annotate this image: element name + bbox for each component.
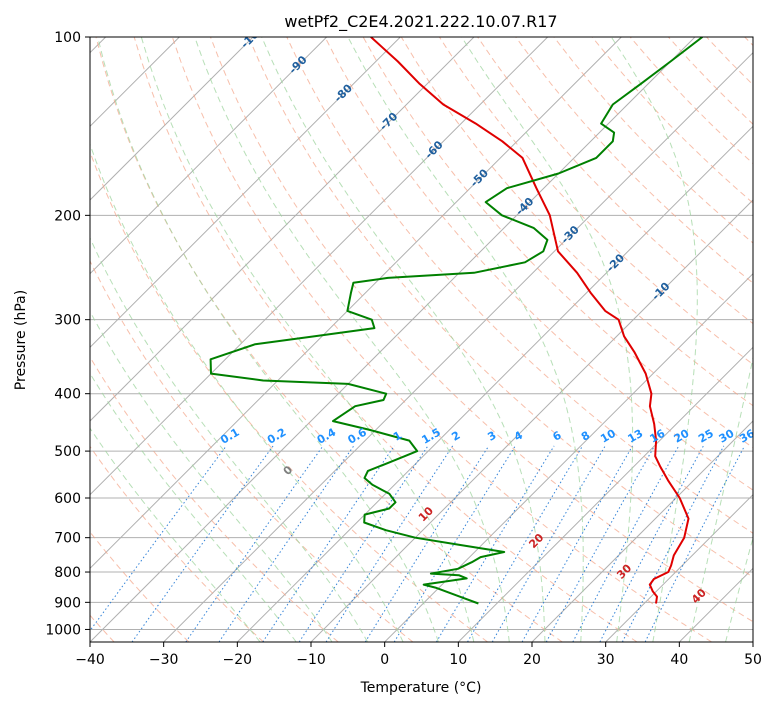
reference-lines: [90, 37, 753, 642]
dry-adiabat-line: [515, 37, 753, 284]
y-tick-label: 200: [54, 208, 81, 224]
dry-adiabat-line: [324, 37, 753, 491]
y-tick-label: 600: [54, 491, 81, 507]
mixing-ratio-line: [298, 445, 429, 642]
y-axis-ticks: 100 200 300 400 500 600 700 800 900 1000: [45, 30, 90, 638]
y-tick-label: 500: [54, 444, 81, 460]
dry-adiabat-line: [90, 259, 414, 642]
moist-adiabat-line: [725, 536, 753, 642]
x-axis-ticks: −40 −30 −20 −10 0 10 20 30 40 50: [75, 642, 762, 668]
isotherm-line: [90, 37, 549, 496]
x-tick-label: 20: [523, 652, 541, 668]
sounding-series: [209, 37, 704, 605]
y-tick-label: 1000: [45, 622, 81, 638]
mixing-ratio-line: [185, 445, 324, 642]
x-tick-label: 40: [670, 652, 688, 668]
dry-adiabat-line: [90, 445, 264, 642]
dewpoint-line: [209, 37, 704, 605]
mixing-ratio-label: 36: [737, 427, 757, 446]
moist-adiabat-line: [688, 355, 753, 642]
grid-lines: [90, 37, 753, 642]
moist-adiabat-line: [97, 37, 439, 642]
dry-adiabat-line: [90, 356, 339, 642]
x-tick-label: −20: [223, 652, 253, 668]
isotherm-line: [90, 37, 254, 201]
moist-adiabat-line: [261, 37, 546, 642]
isotherm-line: [752, 641, 753, 642]
plot-frame: [89, 36, 754, 643]
isotherm-line: [236, 125, 753, 642]
x-tick-label: −40: [75, 652, 105, 668]
isotherm-line: [605, 493, 753, 642]
y-tick-label: 400: [54, 387, 81, 403]
x-tick-label: 30: [597, 652, 615, 668]
y-tick-label: 900: [54, 595, 81, 611]
x-tick-label: 50: [744, 652, 762, 668]
plot-area: [90, 37, 753, 642]
isotherm-line: [90, 37, 696, 642]
mixing-ratio-line: [521, 445, 633, 642]
dry-adiabat-line: [210, 37, 753, 623]
mixing-ratio-line: [644, 445, 746, 642]
x-axis-label: Temperature (°C): [360, 680, 482, 696]
mixing-ratio-line: [218, 445, 355, 642]
isotherm-line: [90, 37, 475, 422]
isotherm-line: [457, 346, 753, 642]
mixing-ratio-line: [435, 445, 555, 642]
moist-adiabat-line: [194, 37, 510, 642]
y-axis-label: Pressure (hPa): [13, 290, 29, 390]
x-tick-label: 10: [449, 652, 467, 668]
temperature-line: [370, 37, 690, 604]
chart-title: wetPf2_C2E4.2021.222.10.07.R17: [284, 12, 557, 32]
isotherm-line: [531, 420, 753, 642]
y-tick-label: 800: [54, 565, 81, 581]
dry-adiabat-line: [248, 37, 753, 578]
plot-background: [90, 37, 753, 642]
mixing-ratio-line: [545, 445, 656, 642]
moist-adiabat-line: [90, 310, 333, 642]
axes: [89, 36, 754, 643]
moist-adiabat-line: [90, 236, 369, 642]
x-tick-label: −10: [296, 652, 326, 668]
y-tick-label: 700: [54, 531, 81, 547]
x-tick-label: −30: [149, 652, 179, 668]
isotherm-line: [384, 272, 753, 642]
dry-adiabat-line: [171, 37, 712, 642]
mixing-ratio-line: [621, 445, 725, 642]
moist-adiabat-line: [347, 37, 584, 642]
dry-adiabat-line: [133, 37, 638, 642]
moist-adiabat-line: [610, 37, 698, 642]
mixing-ratio-line: [467, 445, 584, 642]
y-tick-label: 100: [54, 30, 81, 46]
moist-adiabat-line: [90, 142, 404, 642]
mixing-ratio-line: [262, 445, 395, 642]
moist-adiabat-line: [90, 427, 261, 642]
mixing-ratio-line: [393, 445, 516, 642]
isotherm-line: [90, 37, 401, 349]
isotherm-line: [90, 37, 622, 570]
isotherm-line: [90, 37, 328, 275]
y-tick-label: 300: [54, 313, 81, 329]
dry-adiabat-line: [286, 37, 753, 534]
mixing-ratio-line: [364, 445, 490, 642]
moist-adiabat-line: [90, 372, 297, 642]
mixing-ratio-line: [325, 445, 454, 642]
mixing-ratio-line: [131, 445, 274, 642]
moist-adiabat-line: [140, 37, 475, 642]
x-tick-label: 0: [380, 652, 389, 668]
